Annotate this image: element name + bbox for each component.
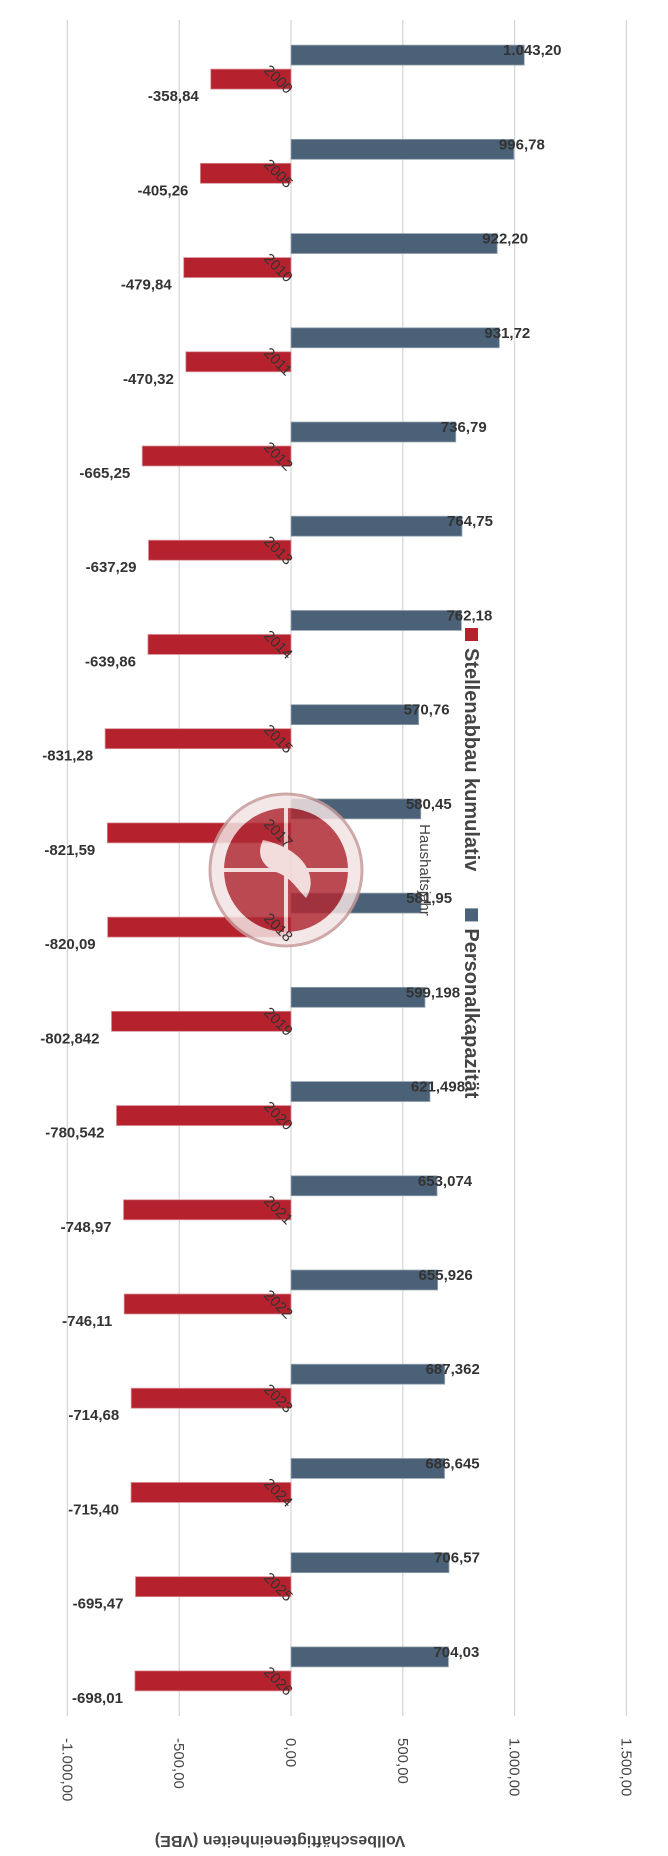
bar-personalkapazitaet	[290, 138, 515, 160]
value-label-personalkapazitaet: 704,03	[433, 1644, 479, 1661]
value-label-stellenabbau: -714,68	[68, 1407, 119, 1424]
value-label-stellenabbau: -698,01	[72, 1690, 123, 1707]
bar-personalkapazitaet	[290, 1081, 431, 1102]
bar-personalkapazitaet	[290, 44, 525, 66]
bar-stellenabbau	[134, 1670, 292, 1692]
category-axis-title: Haushaltsjahr	[416, 824, 433, 916]
tick-label: -500,00	[170, 1738, 187, 1789]
value-label-personalkapazitaet: 655,926	[419, 1267, 473, 1284]
bar-personalkapazitaet	[290, 1646, 449, 1668]
value-label-personalkapazitaet: 996,78	[499, 136, 545, 153]
bar-stellenabbau	[123, 1293, 292, 1315]
bar-personalkapazitaet	[290, 421, 457, 443]
value-label-personalkapazitaet: 686,645	[425, 1455, 479, 1472]
tick-label: 500,00	[394, 1738, 411, 1784]
bar-stellenabbau	[116, 1105, 292, 1126]
value-label-stellenabbau: -831,28	[42, 748, 93, 765]
bar-stellenabbau	[185, 351, 292, 373]
legend-item: Stellenabbau kumulativ	[460, 648, 482, 872]
value-label-personalkapazitaet: 931,72	[484, 325, 530, 342]
bar-stellenabbau	[183, 257, 292, 278]
value-labels: 1.043,20 -358,84 996,78 -405,26 922,20 -479,8…	[40, 42, 561, 1707]
tick-label: 1.500,00	[617, 1738, 634, 1796]
bar-stellenabbau	[130, 1387, 292, 1409]
bar-stellenabbau	[123, 1199, 292, 1221]
value-axis-title: Vollbeschäftigteneinheiten (VBE)	[155, 1832, 405, 1849]
bar-personalkapazitaet	[290, 233, 498, 254]
value-label-personalkapazitaet: 621,498	[411, 1079, 465, 1096]
tick-label: -1.000,00	[58, 1738, 75, 1801]
bar-stellenabbau	[199, 162, 292, 184]
bar-stellenabbau	[141, 445, 292, 467]
value-label-stellenabbau: -821,59	[44, 842, 95, 859]
value-label-stellenabbau: -695,47	[73, 1596, 124, 1613]
value-label-personalkapazitaet: 599,198	[406, 984, 460, 1001]
value-label-stellenabbau: -802,842	[40, 1030, 99, 1047]
bar-personalkapazitaet	[290, 1458, 445, 1479]
bar-stellenabbau	[130, 1482, 292, 1503]
legend-item: Personalkapazität	[460, 928, 482, 1098]
value-label-stellenabbau: -820,09	[45, 936, 96, 953]
value-label-personalkapazitaet: 764,75	[447, 513, 493, 530]
value-label-stellenabbau: -637,29	[86, 559, 137, 576]
gridlines	[66, 20, 628, 1716]
value-label-personalkapazitaet: 922,20	[482, 231, 528, 248]
value-label-personalkapazitaet: 687,362	[426, 1361, 480, 1378]
bar-personalkapazitaet	[290, 1175, 438, 1197]
value-label-stellenabbau: -358,84	[148, 88, 200, 105]
seal-watermark	[208, 792, 364, 948]
bar-personalkapazitaet	[290, 1552, 450, 1574]
value-label-stellenabbau: -748,97	[61, 1219, 112, 1236]
value-label-stellenabbau: -665,25	[79, 465, 130, 482]
bar-stellenabbau	[210, 68, 292, 90]
bar-personalkapazitaet	[290, 610, 462, 631]
bar-personalkapazitaet	[290, 515, 463, 537]
value-label-personalkapazitaet: 581,95	[406, 890, 452, 907]
legend-swatch	[465, 908, 478, 922]
value-label-stellenabbau: -479,84	[121, 277, 173, 294]
bar-stellenabbau	[148, 539, 292, 561]
tick-label: 0,00	[282, 1738, 299, 1767]
value-label-personalkapazitaet: 1.043,20	[503, 42, 561, 59]
value-axis-ticks: 1.500,00 1.000,00 500,00 0,00 -500,00 -1.000,…	[58, 1738, 634, 1801]
bar-stellenabbau	[147, 634, 292, 655]
value-label-stellenabbau: -780,542	[45, 1125, 104, 1142]
bar-stellenabbau	[135, 1576, 292, 1598]
legend-swatch	[465, 628, 478, 641]
value-label-stellenabbau: -639,86	[85, 653, 136, 670]
bar-personalkapazitaet	[290, 327, 500, 349]
bar-personalkapazitaet	[290, 1269, 439, 1291]
value-label-personalkapazitaet: 706,57	[434, 1550, 480, 1567]
bar-personalkapazitaet	[290, 986, 426, 1008]
chart-frame: 2000200520102011201220132014201520172018…	[40, 20, 634, 1801]
value-label-personalkapazitaet: 570,76	[404, 702, 450, 719]
bar-personalkapazitaet	[290, 704, 420, 726]
bar-personalkapazitaet	[290, 1363, 446, 1385]
value-label-personalkapazitaet: 736,79	[441, 419, 487, 436]
legend: Stellenabbau kumulativ Personalkapazität	[460, 628, 482, 1099]
value-label-personalkapazitaet: 653,074	[418, 1173, 473, 1190]
bar-stellenabbau	[104, 728, 292, 750]
value-label-stellenabbau: -715,40	[68, 1501, 119, 1518]
bar-stellenabbau	[111, 1010, 292, 1032]
tick-label: 1.000,00	[506, 1738, 523, 1796]
value-label-stellenabbau: -746,11	[62, 1313, 112, 1330]
value-label-stellenabbau: -470,32	[123, 371, 174, 388]
value-label-personalkapazitaet: 580,45	[406, 796, 452, 813]
value-label-stellenabbau: -405,26	[138, 182, 189, 199]
value-label-personalkapazitaet: 762,18	[446, 607, 492, 624]
